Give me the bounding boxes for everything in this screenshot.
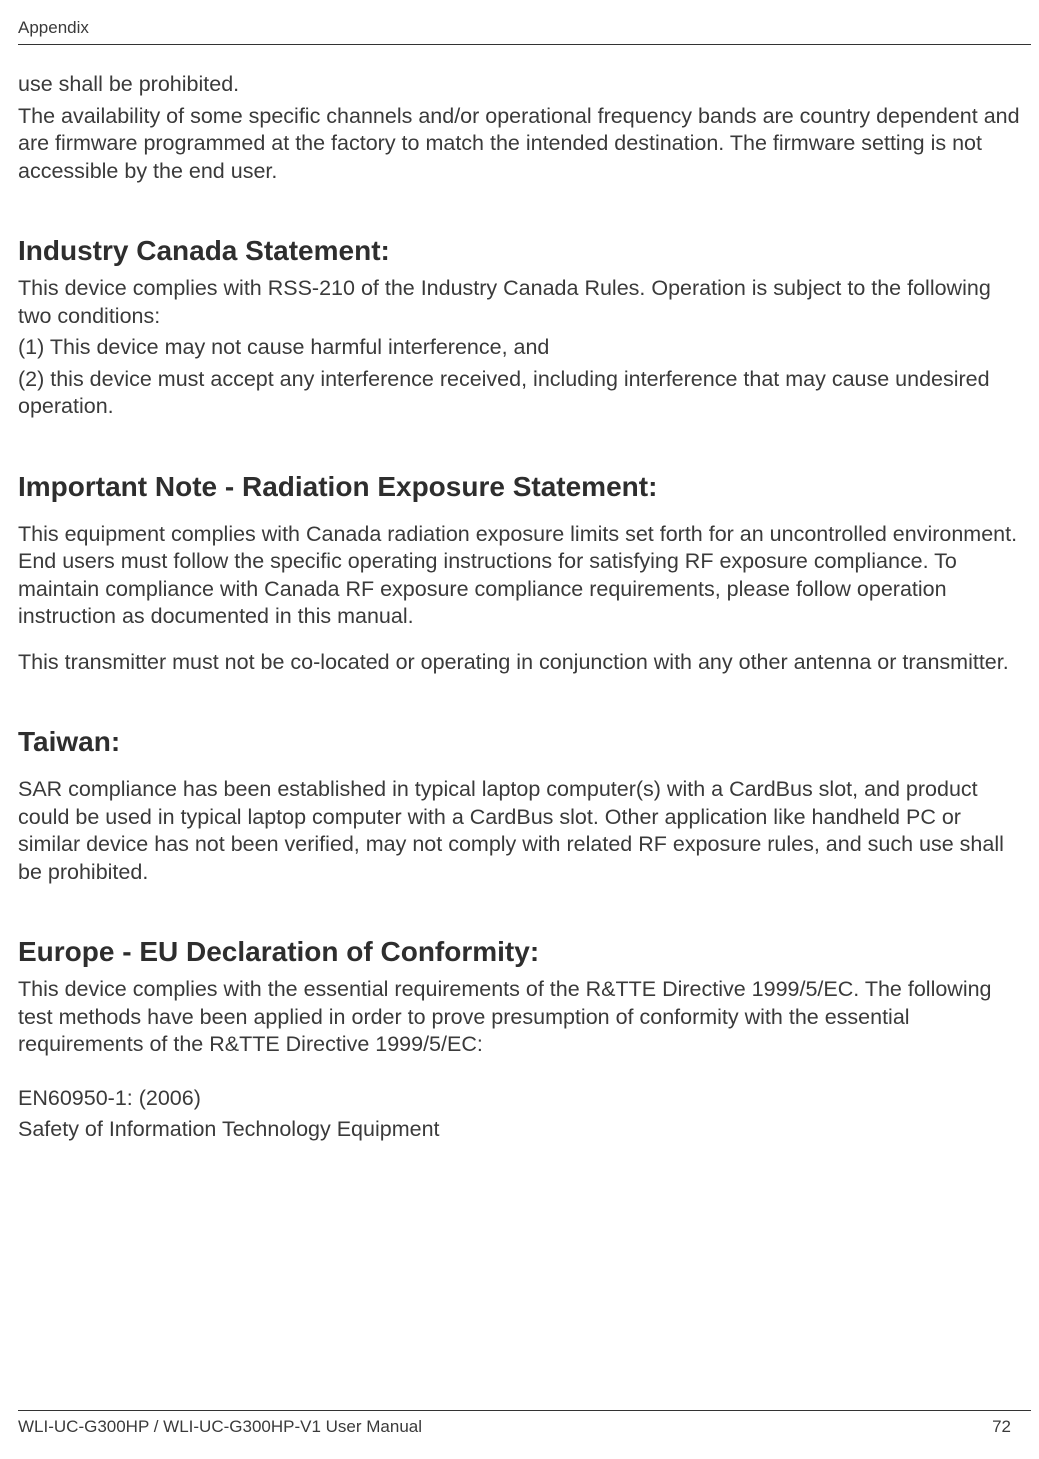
paragraph: This transmitter must not be co-located … [18, 649, 1025, 677]
paragraph: The availability of some specific channe… [18, 103, 1025, 186]
spacer [18, 635, 1025, 649]
spacer [18, 189, 1025, 235]
spacer [18, 890, 1025, 936]
spacer [18, 425, 1025, 471]
paragraph: (2) this device must accept any interfer… [18, 366, 1025, 421]
paragraph: SAR compliance has been established in t… [18, 776, 1025, 886]
page-header: Appendix [18, 18, 1031, 45]
heading-industry-canada: Industry Canada Statement: [18, 235, 1025, 267]
paragraph: This device complies with the essential … [18, 976, 1025, 1059]
spacer [18, 680, 1025, 726]
paragraph: Safety of Information Technology Equipme… [18, 1116, 1025, 1144]
footer-page-number: 72 [992, 1417, 1031, 1437]
header-section-label: Appendix [18, 18, 89, 38]
paragraph: use shall be prohibited. [18, 71, 1025, 99]
paragraph: EN60950-1: (2006) [18, 1085, 1025, 1113]
paragraph: (1) This device may not cause harmful in… [18, 334, 1025, 362]
page-footer: WLI-UC-G300HP / WLI-UC-G300HP-V1 User Ma… [18, 1410, 1031, 1437]
page-content: use shall be prohibited. The availabilit… [18, 71, 1031, 1144]
paragraph: This equipment complies with Canada radi… [18, 521, 1025, 631]
footer-product-label: WLI-UC-G300HP / WLI-UC-G300HP-V1 User Ma… [18, 1417, 422, 1437]
paragraph: This device complies with RSS-210 of the… [18, 275, 1025, 330]
heading-taiwan: Taiwan: [18, 726, 1025, 758]
spacer [18, 1063, 1025, 1085]
heading-europe: Europe - EU Declaration of Conformity: [18, 936, 1025, 968]
heading-radiation-exposure: Important Note - Radiation Exposure Stat… [18, 471, 1025, 503]
